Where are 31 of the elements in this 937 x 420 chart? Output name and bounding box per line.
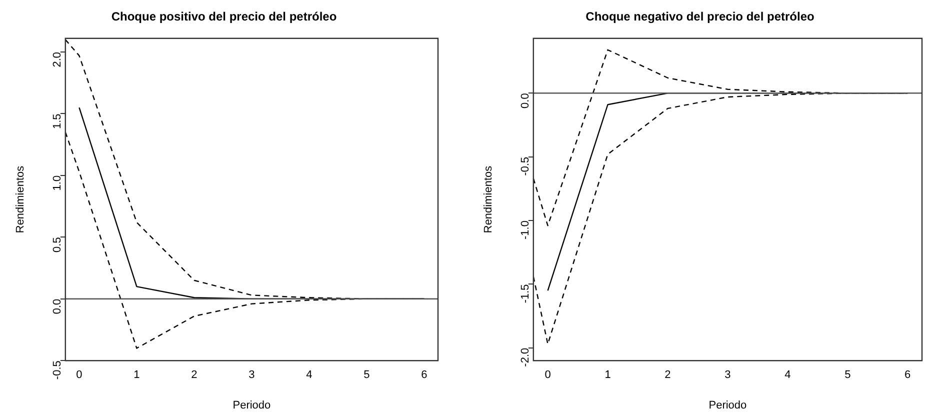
y-axis-title: Rendimientos [482, 165, 495, 234]
chart-title: Choque positivo del precio del petróleo [111, 10, 337, 24]
y-tick-label: 0.0 [51, 298, 64, 314]
y-tick-label: -1.5 [519, 284, 532, 304]
x-tick-label: 2 [191, 369, 198, 382]
x-tick-label: 6 [904, 369, 911, 382]
y-tick-label: -1.0 [519, 220, 532, 240]
x-tick-label: 5 [844, 369, 851, 382]
y-tick-label: -0.5 [51, 360, 64, 380]
y-tick-label: 2.0 [51, 52, 64, 68]
x-tick-label: 0 [76, 369, 82, 382]
x-tick-label: 5 [364, 369, 370, 382]
y-tick-label: -2.0 [519, 348, 532, 367]
x-tick-label: 3 [724, 369, 731, 382]
x-tick-label: 4 [306, 369, 312, 382]
chart-title: Choque negativo del precio del petróleo [586, 10, 814, 24]
y-tick-label: 0.5 [51, 237, 64, 252]
x-tick-label: 2 [664, 369, 671, 382]
x-tick-label: 4 [784, 369, 791, 382]
x-tick-label: 6 [421, 369, 428, 382]
x-axis-title: Periodo [708, 399, 747, 412]
x-axis-title: Periodo [232, 399, 271, 412]
x-tick-label: 3 [248, 369, 255, 382]
y-tick-label: 1.0 [51, 175, 64, 191]
x-tick-label: 1 [134, 369, 140, 382]
x-tick-label: 0 [544, 369, 551, 382]
y-axis-title: Rendimientos [14, 165, 27, 234]
y-tick-label: 1.5 [51, 114, 64, 129]
x-tick-label: 1 [604, 369, 611, 382]
y-tick-label: 0.0 [519, 93, 532, 108]
y-tick-label: -0.5 [519, 156, 532, 176]
